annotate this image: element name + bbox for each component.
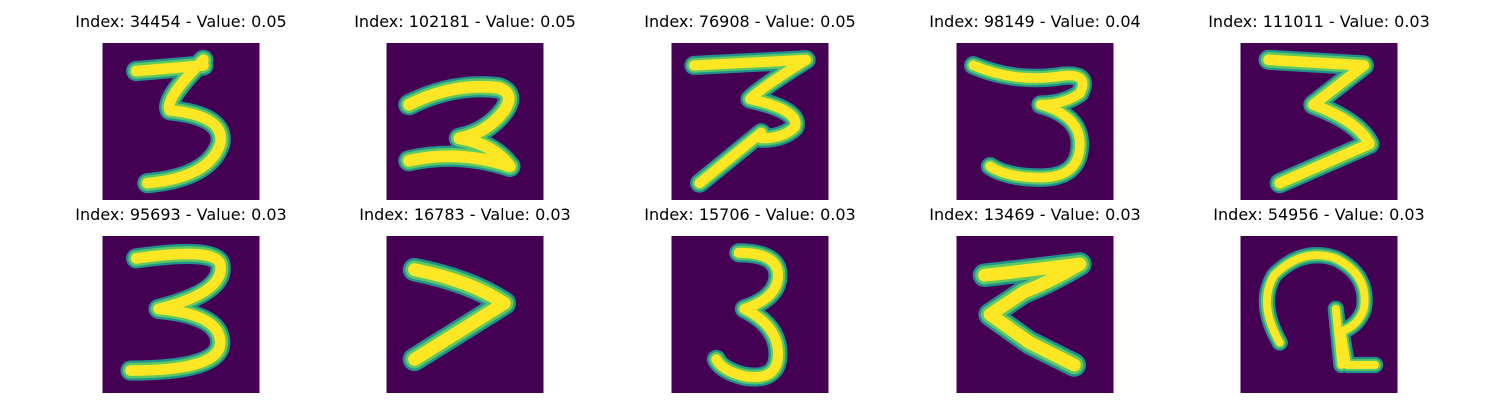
panel-title: Index: 98149 - Value: 0.04 (929, 12, 1141, 31)
panel-1: Index: 34454 - Value: 0.05 (39, 10, 323, 200)
digit-image (956, 236, 1114, 393)
panel-5: Index: 111011 - Value: 0.03 (1177, 10, 1461, 200)
panel-title: Index: 13469 - Value: 0.03 (929, 205, 1141, 224)
digit-image (671, 43, 829, 200)
panel-6: Index: 95693 - Value: 0.03 (39, 203, 323, 393)
digit-image (1240, 43, 1398, 200)
panel-title: Index: 15706 - Value: 0.03 (644, 205, 856, 224)
panel-7: Index: 16783 - Value: 0.03 (323, 203, 607, 393)
panel-8: Index: 15706 - Value: 0.03 (608, 203, 892, 393)
digit-image (386, 43, 544, 200)
digit-image (956, 43, 1114, 200)
panel-3: Index: 76908 - Value: 0.05 (608, 10, 892, 200)
digit-image (671, 236, 829, 393)
panel-title: Index: 16783 - Value: 0.03 (359, 205, 571, 224)
digit-image (386, 236, 544, 393)
panel-title: Index: 54956 - Value: 0.03 (1213, 205, 1425, 224)
panel-10: Index: 54956 - Value: 0.03 (1177, 203, 1461, 393)
panel-title: Index: 76908 - Value: 0.05 (644, 12, 856, 31)
panel-title: Index: 111011 - Value: 0.03 (1208, 12, 1430, 31)
digit-image (1240, 236, 1398, 393)
panel-2: Index: 102181 - Value: 0.05 (323, 10, 607, 200)
digit-image (102, 236, 260, 393)
digit-image (102, 43, 260, 200)
panel-title: Index: 102181 - Value: 0.05 (354, 12, 576, 31)
panel-title: Index: 34454 - Value: 0.05 (75, 12, 287, 31)
panel-title: Index: 95693 - Value: 0.03 (75, 205, 287, 224)
panel-4: Index: 98149 - Value: 0.04 (893, 10, 1177, 200)
panel-9: Index: 13469 - Value: 0.03 (893, 203, 1177, 393)
